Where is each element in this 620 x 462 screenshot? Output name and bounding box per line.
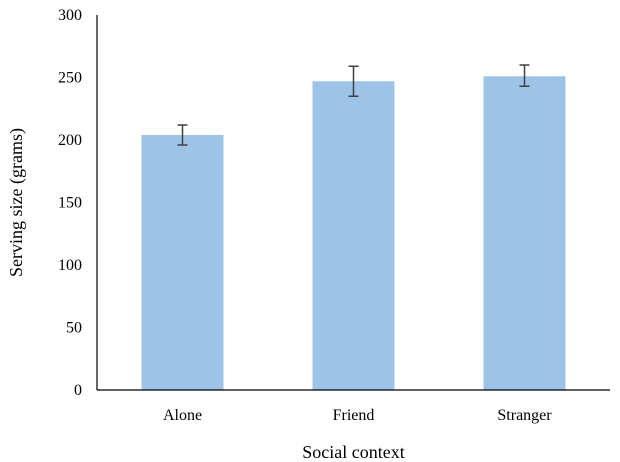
error-bar-friend — [348, 65, 359, 97]
y-tick-label: 200 — [58, 132, 82, 149]
y-tick-label: 0 — [74, 382, 82, 399]
y-axis-title: Serving size (grams) — [6, 128, 27, 277]
bar-friend — [312, 81, 395, 390]
x-tick-label: Alone — [163, 407, 202, 424]
y-tick-label: 100 — [58, 257, 82, 274]
bars — [141, 76, 566, 390]
y-tick-label: 150 — [58, 195, 82, 212]
x-axis-ticks: Alone Friend Stranger — [163, 407, 552, 424]
y-tick-label: 300 — [58, 7, 82, 24]
x-tick-label: Friend — [333, 407, 375, 424]
error-bar-alone — [177, 124, 188, 146]
y-tick-label: 50 — [66, 320, 82, 337]
bar-stranger — [483, 76, 566, 390]
y-tick-label: 250 — [58, 70, 82, 87]
y-axis-ticks: 0 50 100 150 200 250 300 — [58, 7, 82, 399]
x-tick-label: Stranger — [497, 407, 552, 424]
bar-alone — [141, 135, 224, 390]
error-bars — [177, 64, 530, 146]
error-bar-stranger — [519, 64, 530, 87]
x-axis-title: Social context — [302, 442, 404, 462]
